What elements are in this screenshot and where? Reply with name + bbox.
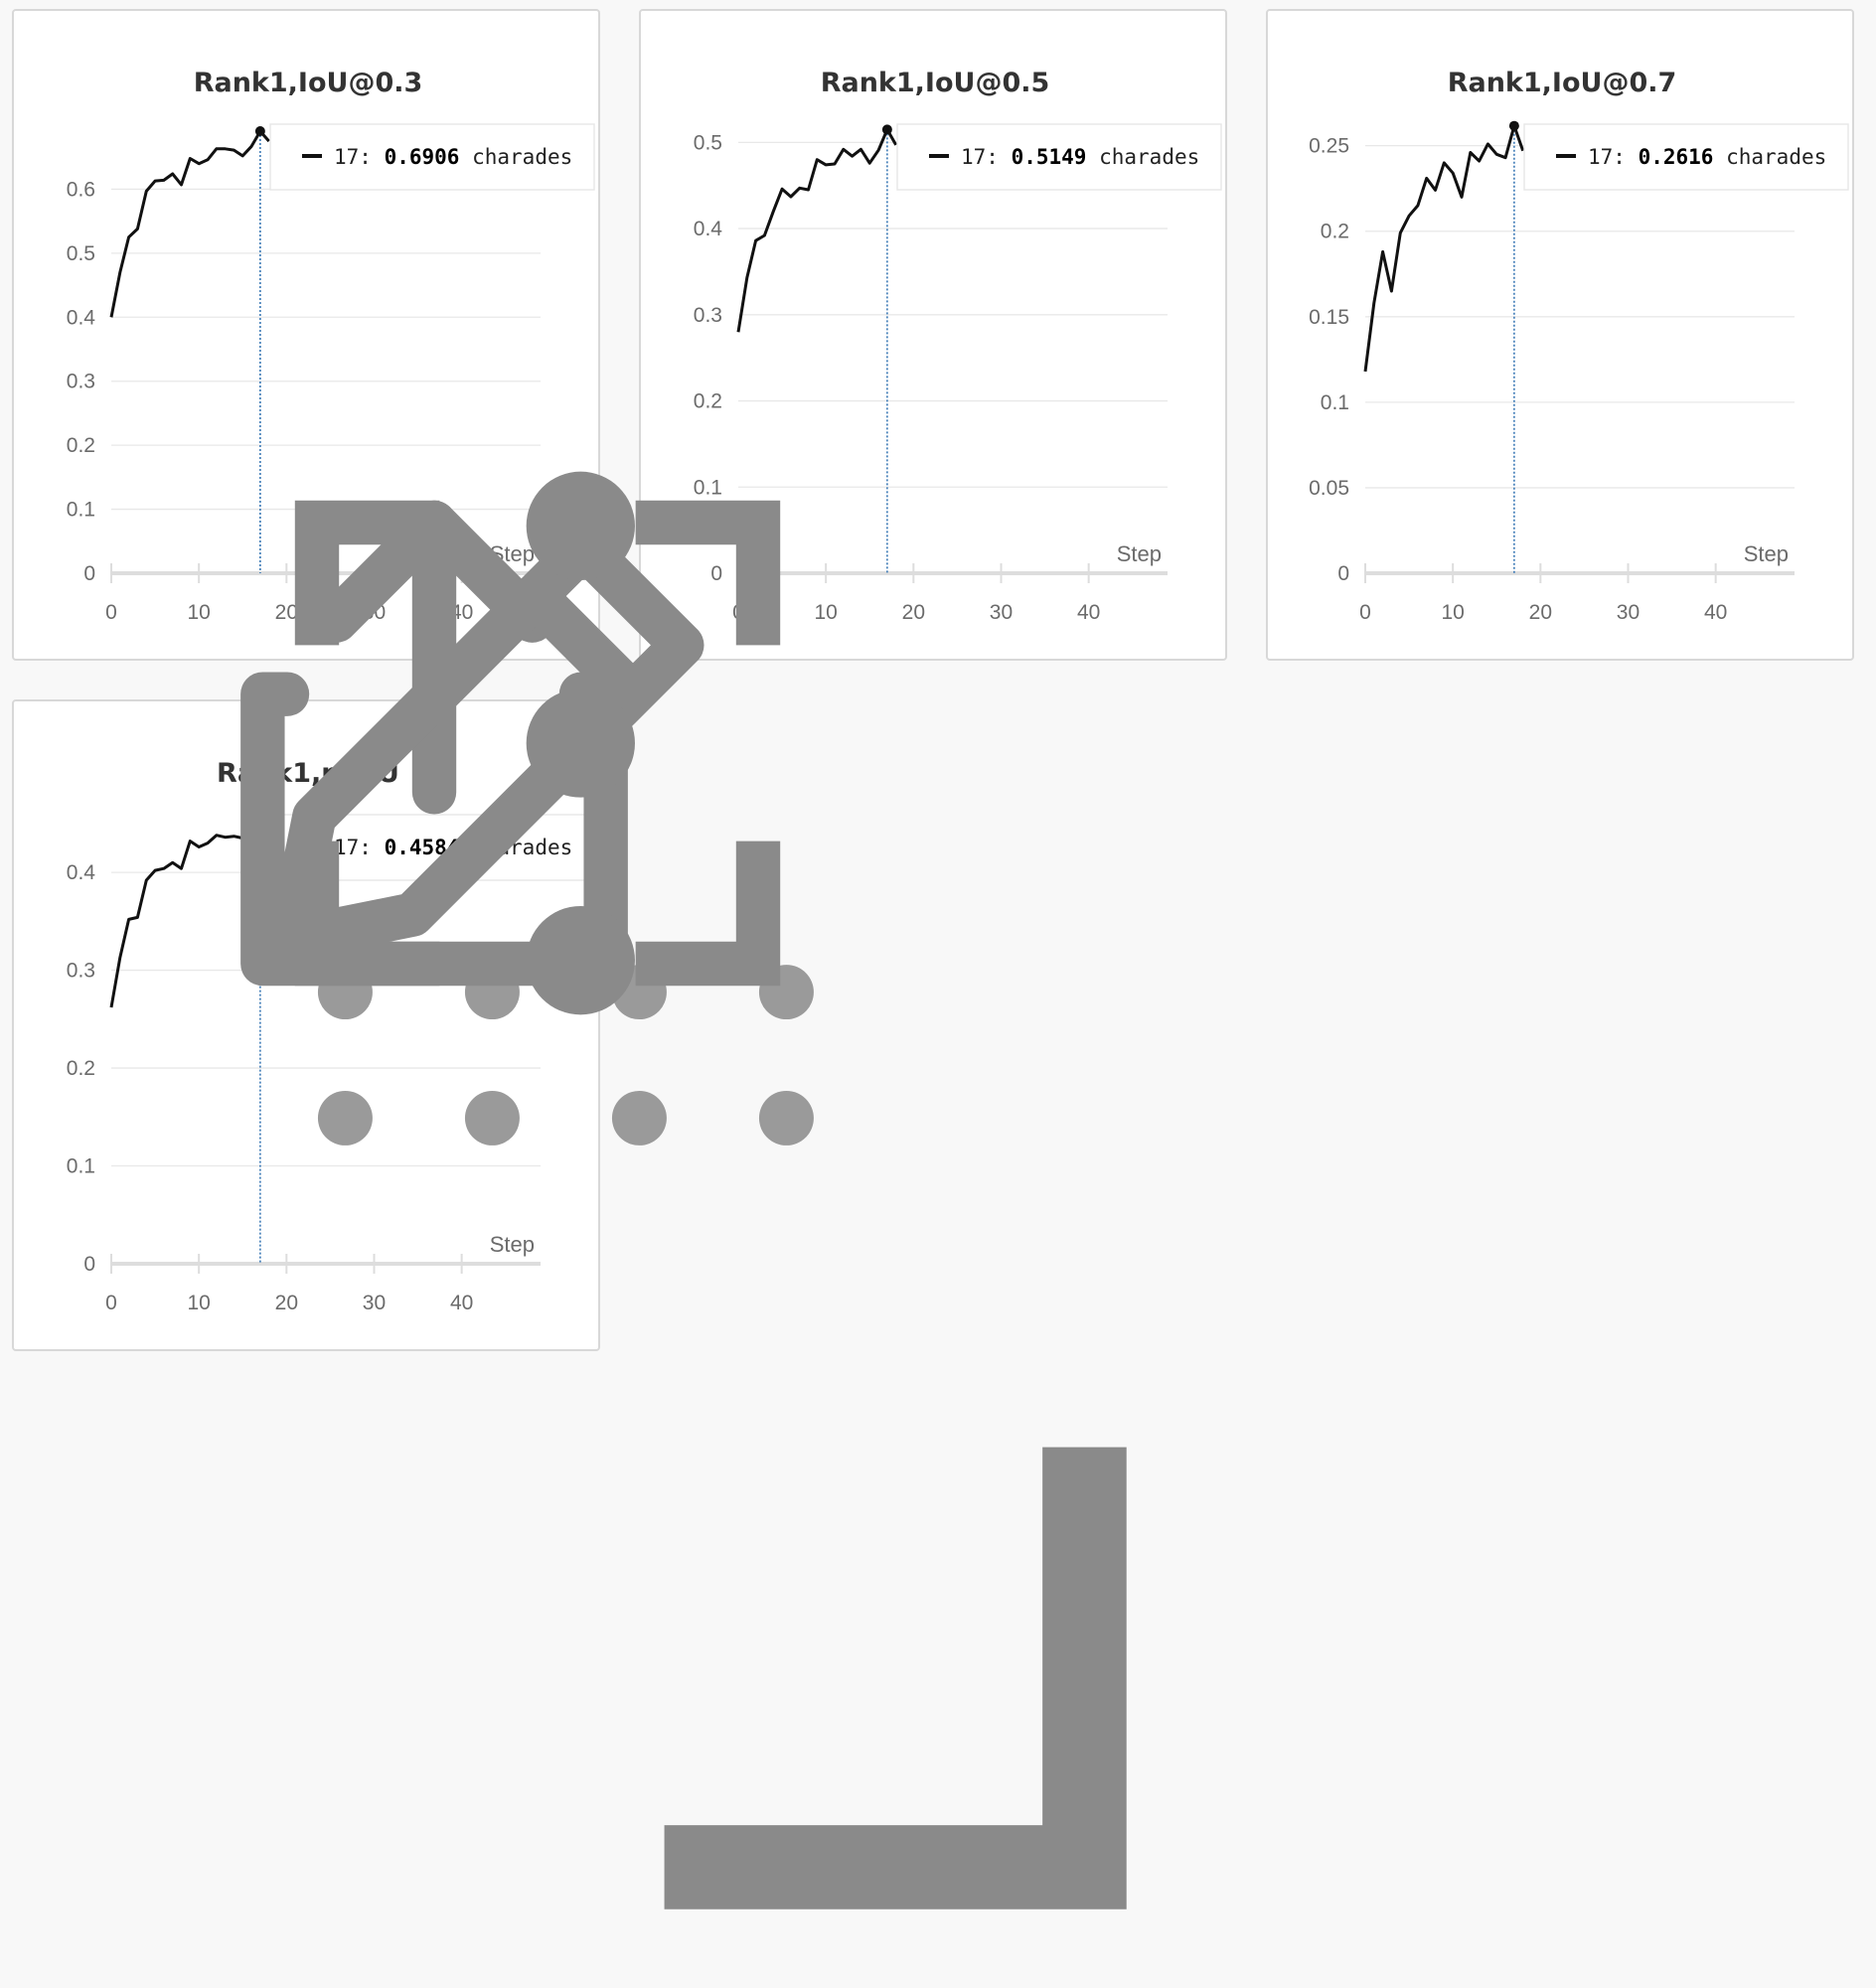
x-tick-label: 0 <box>1359 601 1371 624</box>
legend-run-name: charades <box>1726 145 1826 169</box>
y-tick-label: 0.4 <box>67 306 96 329</box>
legend-entry: 17: 0.5149 charades <box>961 145 1199 169</box>
x-axis-title: Step <box>1117 541 1162 566</box>
hover-point <box>1508 120 1519 131</box>
x-tick-label: 30 <box>363 1292 386 1314</box>
x-tick-label: 10 <box>187 1292 210 1314</box>
x-axis-title: Step <box>1744 541 1789 566</box>
edit-pencil-icon[interactable] <box>267 525 704 962</box>
resize-corner-icon[interactable] <box>580 1331 1127 1910</box>
legend-colon: : <box>1613 145 1638 169</box>
y-tick-label: 0.1 <box>1321 391 1349 414</box>
y-tick-label: 0 <box>1337 562 1349 585</box>
legend-step: 17 <box>961 145 986 169</box>
y-tick-label: 0.3 <box>694 304 722 327</box>
x-tick-label: 10 <box>814 601 837 624</box>
y-tick-label: 0.5 <box>694 131 722 154</box>
y-tick-label: 0.2 <box>1321 221 1349 243</box>
x-tick-label: 10 <box>187 601 210 624</box>
y-tick-label: 0 <box>710 562 722 585</box>
line-chart-iou-05: Rank1,IoU@0.500.10.20.30.40.50 10 20 30 40St… <box>694 68 1222 624</box>
chart-title: Rank1,IoU@0.5 <box>821 68 1050 98</box>
y-tick-label: 0.3 <box>67 371 95 393</box>
y-tick-label: 0.2 <box>67 434 95 457</box>
legend-value: 0.2616 <box>1639 145 1714 169</box>
y-tick-label: 0.1 <box>67 499 95 522</box>
hover-tooltip <box>269 123 595 191</box>
chart-title: Rank1,IoU@0.7 <box>1448 68 1677 98</box>
more-vertical-icon[interactable] <box>526 471 635 1015</box>
hover-point <box>881 124 892 135</box>
chart-panel-iou-07[interactable]: Rank1,IoU@0.7 0 0.05 0.1 0.15 0.2 0.25 0 10 20 30 4… <box>1266 9 1854 661</box>
x-tick-label: 40 <box>1077 601 1100 624</box>
y-tick-label: 0 <box>83 562 95 585</box>
y-tick-label: 0.2 <box>67 1057 95 1080</box>
legend-colon: : <box>986 145 1011 169</box>
legend-space <box>459 145 472 169</box>
x-tick-label: 0 <box>105 1292 117 1314</box>
legend-step: 17 <box>334 145 359 169</box>
legend-entry: 17: 0.6906 charades <box>334 145 572 169</box>
y-tick-label: 0.4 <box>67 861 96 884</box>
panel-toolbar <box>240 471 781 1015</box>
hover-point <box>254 126 265 137</box>
y-tick-label: 0.1 <box>694 476 722 499</box>
fullscreen-icon[interactable] <box>294 500 781 987</box>
y-tick-label: 0.3 <box>67 960 95 983</box>
x-tick-label: 20 <box>275 1292 298 1314</box>
x-tick-label: 20 <box>275 601 298 624</box>
x-tick-label: 30 <box>1617 601 1640 624</box>
legend-run-name: charades <box>472 145 572 169</box>
legend-run-name: charades <box>1099 145 1199 169</box>
x-tick-label: 30 <box>990 601 1013 624</box>
y-tick-label: 0.6 <box>67 178 95 201</box>
y-tick-label: 0.4 <box>694 218 723 240</box>
x-tick-label: 0 <box>105 601 117 624</box>
line-chart-iou-07: Rank1,IoU@0.7 0 0.05 0.1 0.15 0.2 0.25 0 10 20 30 4… <box>1309 68 1849 624</box>
y-tick-label: 0.2 <box>694 390 722 413</box>
y-tick-label: 0.1 <box>67 1155 95 1178</box>
x-tick-label: 40 <box>450 1292 473 1314</box>
hover-tooltip <box>1523 123 1849 191</box>
series-line <box>736 127 898 333</box>
legend-space <box>1713 145 1726 169</box>
y-tick-label: 0.5 <box>67 242 95 265</box>
hover-tooltip <box>896 123 1222 191</box>
legend-step: 17 <box>1588 145 1613 169</box>
legend-colon: : <box>359 145 384 169</box>
y-tick-label: 0.15 <box>1309 306 1349 329</box>
x-axis-title: Step <box>490 1232 535 1257</box>
x-tick-label: 20 <box>1529 601 1552 624</box>
chart-title: Rank1,IoU@0.3 <box>194 68 423 98</box>
x-tick-label: 20 <box>902 601 925 624</box>
series-line <box>1363 124 1525 373</box>
y-tick-label: 0 <box>83 1253 95 1276</box>
y-tick-label: 0.25 <box>1309 135 1349 158</box>
legend-value: 0.5149 <box>1012 145 1087 169</box>
y-tick-label: 0.05 <box>1309 477 1349 500</box>
chart-panel-miou[interactable]: Rank1,mIoU 0 0.1 0.2 0.3 0.4 0 10 20 30 40 Step 17: … <box>12 471 1127 1910</box>
legend-colon: : <box>359 836 384 859</box>
series-line <box>109 129 270 318</box>
legend-entry: 17: 0.2616 charades <box>1588 145 1826 169</box>
x-tick-label: 40 <box>1704 601 1727 624</box>
legend-value: 0.6906 <box>385 145 460 169</box>
x-tick-label: 10 <box>1441 601 1464 624</box>
legend-space <box>1086 145 1099 169</box>
